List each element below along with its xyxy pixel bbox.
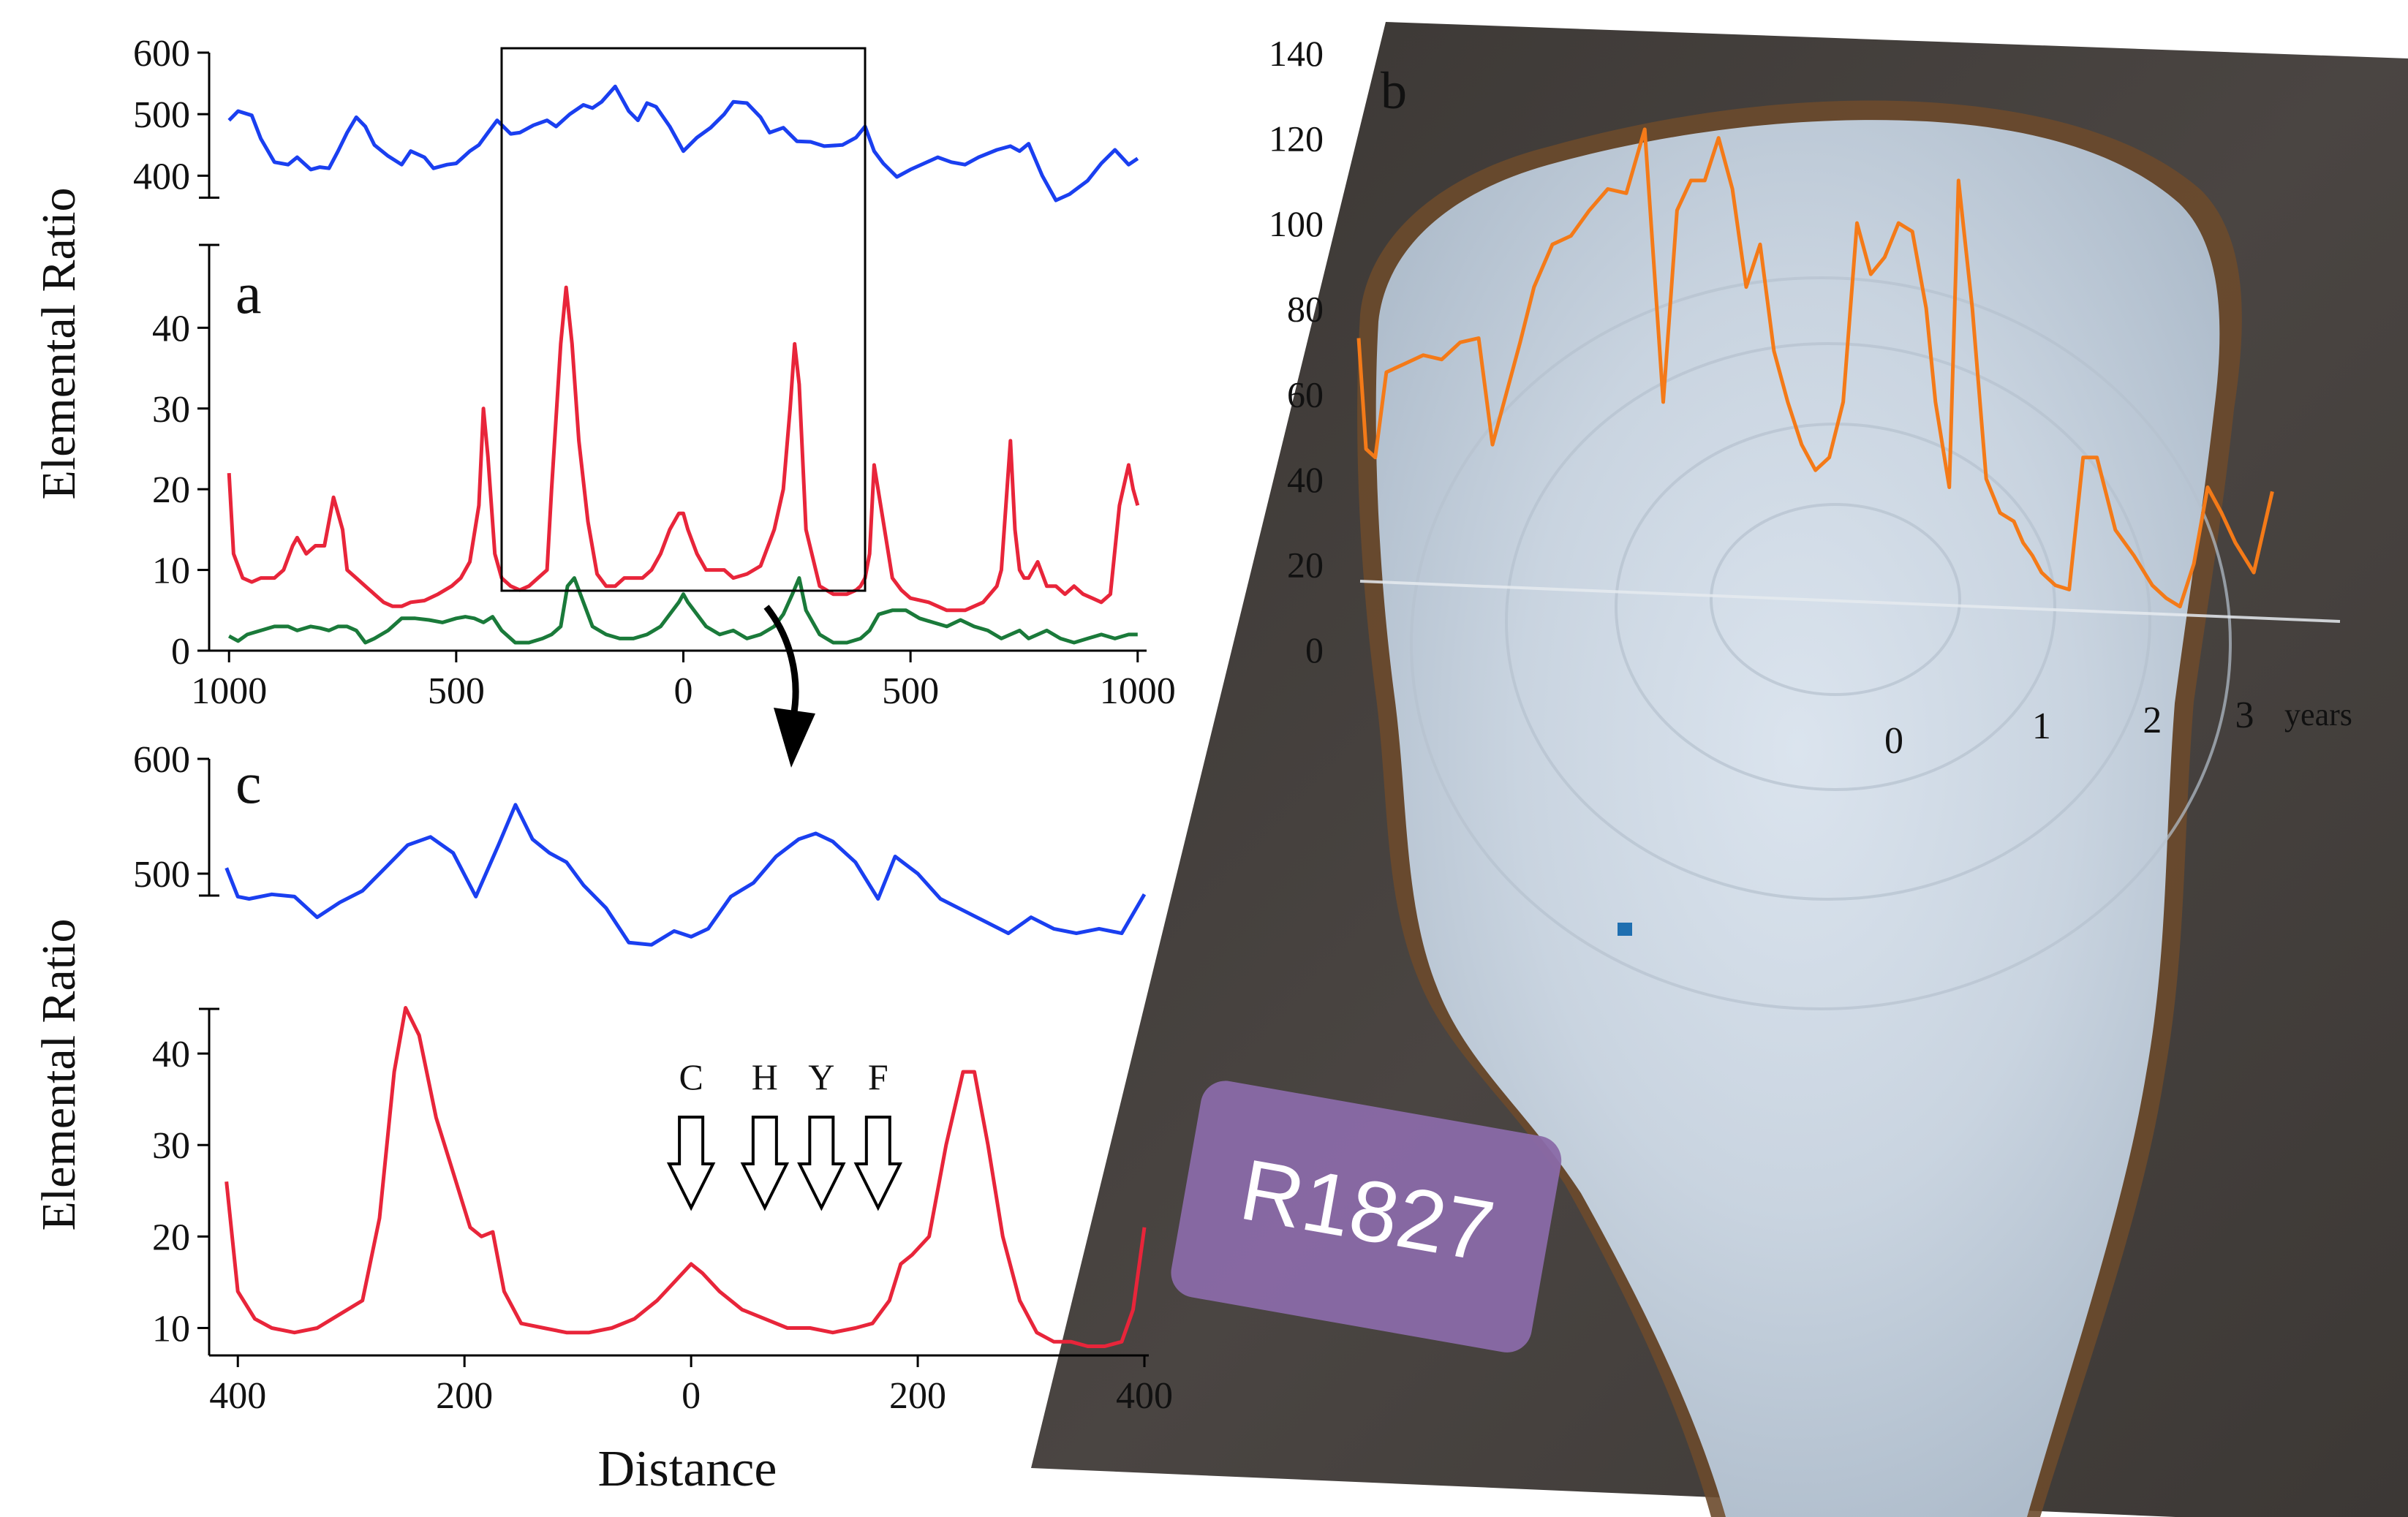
zoom-arrow bbox=[763, 605, 815, 768]
annotation-label: F bbox=[868, 1056, 888, 1097]
annotation-arrow bbox=[797, 1116, 846, 1211]
lower-y-tick-label: 20 bbox=[152, 469, 190, 511]
annotation-arrow bbox=[666, 1116, 716, 1211]
shell-body bbox=[1375, 120, 2220, 1517]
series-orange-line bbox=[1356, 127, 2274, 609]
x-tick-label: 400 bbox=[209, 1375, 266, 1417]
panel-b-y-axis: 0 20 40 60 80 100 120 140 bbox=[1269, 33, 1324, 670]
transect-line bbox=[1359, 580, 2341, 623]
panel-a-chart: 400 500 600 0 10 20 30 40 1000 500 0 500 1000 a Elem… bbox=[32, 33, 1176, 712]
panel-b-y-tick-label: 60 bbox=[1287, 374, 1324, 415]
panel-a-label: a bbox=[235, 262, 262, 326]
annotation-arrow bbox=[740, 1116, 790, 1211]
age-label: 3 bbox=[2235, 695, 2254, 736]
x-tick-label: 1000 bbox=[191, 670, 267, 712]
upper-y-tick-label: 600 bbox=[133, 33, 190, 75]
panel-b-y-tick-label: 0 bbox=[1305, 629, 1324, 670]
age-label: 0 bbox=[1884, 720, 1903, 762]
lower-y-tick-label: 10 bbox=[152, 551, 190, 592]
upper-y-tick-label: 500 bbox=[133, 94, 190, 136]
panel-c-series bbox=[224, 803, 1147, 1348]
panel-b-label: b bbox=[1381, 61, 1407, 120]
growth-rings bbox=[1410, 276, 2232, 1010]
panel-a-y-title: Elemental Ratio bbox=[32, 187, 86, 499]
upper-y-tick-label: 500 bbox=[133, 854, 190, 896]
panel-b-y-tick-label: 120 bbox=[1269, 118, 1324, 159]
panel-a-series bbox=[227, 84, 1140, 645]
x-tick-label: 1000 bbox=[1100, 670, 1176, 712]
lower-y-tick-label: 10 bbox=[152, 1308, 190, 1350]
panel-b-series bbox=[1356, 127, 2274, 609]
series-green-line bbox=[228, 576, 1138, 645]
blue-speck bbox=[1618, 923, 1632, 936]
annotation-label: Y bbox=[808, 1056, 834, 1097]
panel-c-label: c bbox=[235, 752, 262, 816]
upper-y-tick-label: 600 bbox=[133, 739, 190, 781]
upper-y-tick-label: 400 bbox=[133, 156, 190, 197]
x-tick-label: 0 bbox=[674, 670, 693, 712]
x-tick-label: 500 bbox=[428, 670, 485, 712]
age-label: years bbox=[2284, 697, 2352, 733]
age-label: 1 bbox=[2032, 705, 2051, 747]
series-red-line bbox=[224, 1006, 1147, 1348]
panel-b-y-tick-label: 20 bbox=[1287, 544, 1324, 585]
lower-y-tick-label: 40 bbox=[152, 1034, 190, 1075]
panel-c-axes: 500 600 10 20 30 40 400 200 0 200 400 bbox=[133, 739, 1173, 1417]
x-tick-label: 500 bbox=[882, 670, 939, 712]
x-tick-label: 0 bbox=[682, 1375, 701, 1417]
lower-y-tick-label: 40 bbox=[152, 308, 190, 349]
zoom-box bbox=[500, 47, 867, 592]
panel-b-y-tick-label: 80 bbox=[1287, 289, 1324, 330]
annotation-label: H bbox=[752, 1056, 778, 1097]
panel-a-axes: 400 500 600 0 10 20 30 40 1000 500 0 500 1000 bbox=[133, 33, 1176, 712]
x-tick-label: 200 bbox=[889, 1375, 946, 1417]
x-axis-title: Distance bbox=[598, 1441, 777, 1497]
series-blue-line bbox=[224, 803, 1147, 947]
x-tick-label: 200 bbox=[436, 1375, 493, 1417]
lower-y-tick-label: 30 bbox=[152, 1125, 190, 1167]
panel-b-age-labels: 0 1 2 3 years bbox=[1884, 695, 2352, 762]
series-blue-line bbox=[227, 84, 1139, 203]
x-tick-label: 400 bbox=[1116, 1375, 1173, 1417]
lower-y-tick-label: 0 bbox=[171, 631, 190, 673]
lower-y-tick-label: 20 bbox=[152, 1217, 190, 1258]
lower-y-tick-label: 30 bbox=[152, 389, 190, 431]
age-label: 2 bbox=[2143, 700, 2162, 741]
annotation-arrow bbox=[853, 1116, 903, 1211]
sample-badge: R1827 bbox=[1171, 1081, 1562, 1353]
panel-b-y-tick-label: 40 bbox=[1287, 459, 1324, 500]
panel-b-photo: 0 20 40 60 80 100 120 140 0 1 2 3 years b R1827 bbox=[1031, 22, 2408, 1517]
panel-b-y-tick-label: 140 bbox=[1269, 33, 1324, 74]
series-red-line bbox=[227, 285, 1140, 613]
annotation-label: C bbox=[679, 1056, 703, 1097]
panel-c-y-title: Elemental Ratio bbox=[32, 918, 86, 1230]
panel-b-y-tick-label: 100 bbox=[1269, 203, 1324, 244]
